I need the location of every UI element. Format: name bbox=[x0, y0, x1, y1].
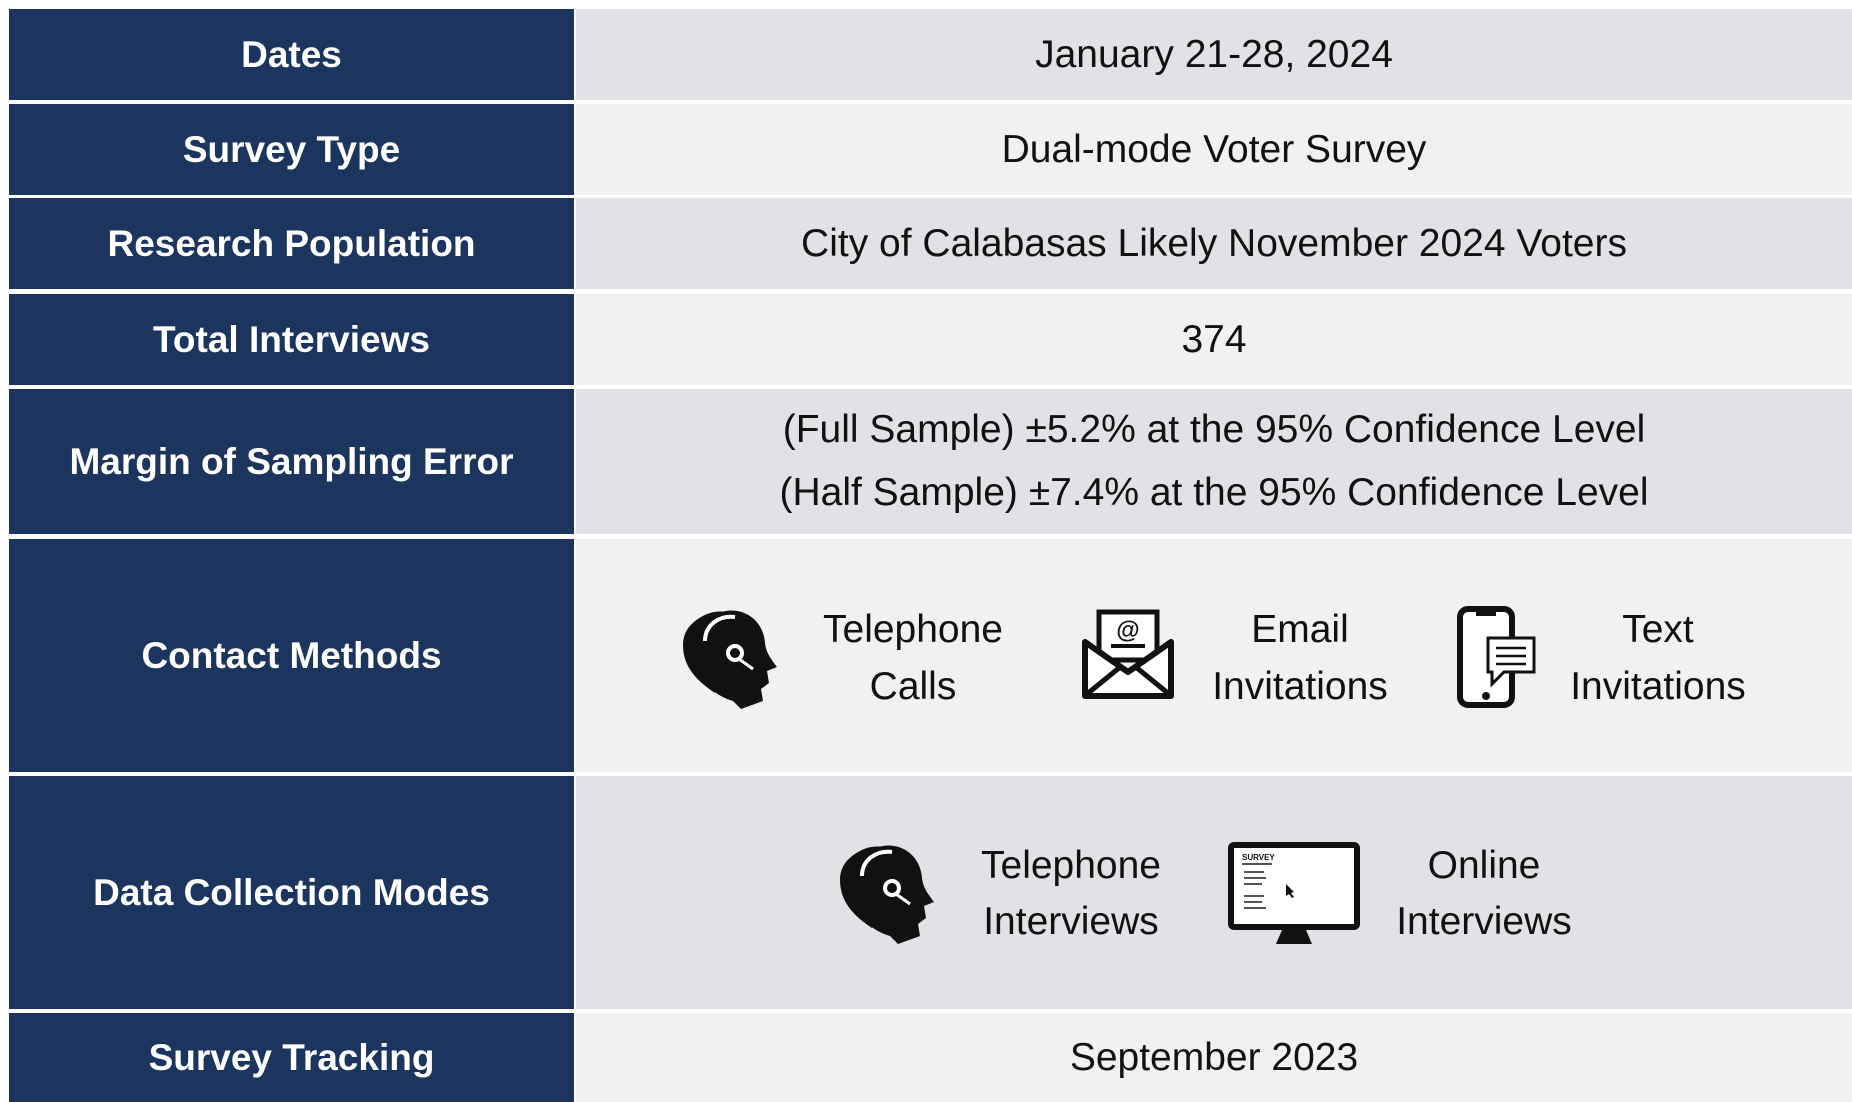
row-cell bbox=[576, 776, 1852, 1009]
cell-text: City of Calabasas Likely November 2024 V… bbox=[801, 221, 1627, 265]
phone-icon bbox=[1457, 606, 1536, 708]
row-cell bbox=[576, 1013, 1852, 1102]
monitor-icon: SURVEY bbox=[1228, 842, 1360, 944]
svg-text:@: @ bbox=[1116, 617, 1139, 644]
headset-icon bbox=[840, 845, 934, 944]
item-label: Telephone bbox=[823, 608, 1003, 651]
cell-text: (Full Sample) ±5.2% at the 95% Confidenc… bbox=[782, 408, 1646, 451]
item-label: Interviews bbox=[983, 900, 1159, 943]
cell-text: September 2023 bbox=[1069, 1035, 1359, 1079]
row-label: Research Population bbox=[9, 198, 574, 289]
headset-icon bbox=[683, 610, 777, 709]
row-cell bbox=[576, 389, 1852, 534]
cell-text: Dual-mode Voter Survey bbox=[1001, 127, 1427, 171]
item-label: Telephone bbox=[981, 844, 1161, 887]
item-label: Text bbox=[1622, 608, 1694, 651]
cell-text: January 21-28, 2024 bbox=[1035, 32, 1393, 76]
item-label: Calls bbox=[869, 665, 957, 708]
row-label: Survey Tracking bbox=[9, 1013, 574, 1102]
svg-text:SURVEY: SURVEY bbox=[1242, 853, 1275, 862]
row-cell bbox=[576, 9, 1852, 100]
row-label: Contact Methods bbox=[9, 539, 574, 772]
row-label: Data Collection Modes bbox=[9, 776, 574, 1009]
item-label: Email bbox=[1251, 608, 1349, 651]
row-cell bbox=[576, 104, 1852, 195]
row-label: Margin of Sampling Error bbox=[9, 389, 574, 534]
row-cell bbox=[576, 539, 1852, 772]
email-icon: @ bbox=[1082, 609, 1174, 699]
item-label: Invitations bbox=[1570, 665, 1746, 708]
cell-text: (Half Sample) ±7.4% at the 95% Confidenc… bbox=[779, 471, 1649, 514]
cell-text: 374 bbox=[1181, 317, 1247, 361]
row-label: Dates bbox=[9, 9, 574, 100]
row-cell bbox=[576, 198, 1852, 289]
row-label: Total Interviews bbox=[9, 294, 574, 385]
item-label: Online bbox=[1427, 844, 1541, 887]
row-label: Survey Type bbox=[9, 104, 574, 195]
row-cell bbox=[576, 294, 1852, 385]
item-label: Invitations bbox=[1212, 665, 1388, 708]
item-label: Interviews bbox=[1396, 900, 1572, 943]
